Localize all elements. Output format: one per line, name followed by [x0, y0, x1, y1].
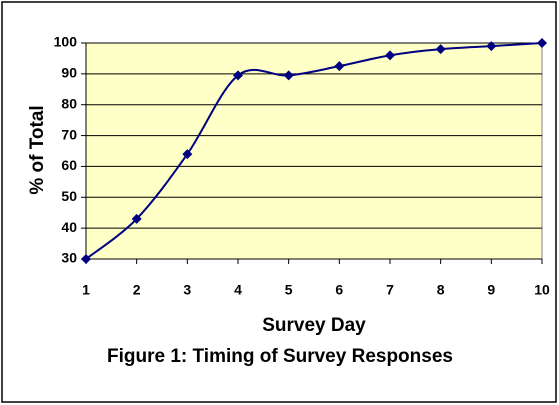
line-series	[85, 42, 543, 260]
y-tick-label: 40	[61, 219, 77, 235]
data-point	[131, 213, 142, 224]
y-tick-label: 100	[54, 34, 78, 50]
y-tick-label: 70	[61, 126, 77, 142]
x-tick-label: 6	[335, 282, 343, 298]
y-axis-label: % of Total	[27, 105, 48, 194]
x-tick-label: 8	[437, 282, 445, 298]
y-tick-label: 60	[61, 157, 77, 173]
data-point	[486, 41, 497, 52]
x-tick-label: 4	[234, 282, 242, 298]
y-tick-label: 30	[61, 250, 77, 266]
x-tick-label: 9	[487, 282, 495, 298]
y-tick-label: 50	[61, 188, 77, 204]
data-point	[334, 61, 345, 72]
x-tick-label: 3	[183, 282, 191, 298]
data-point	[385, 50, 395, 61]
data-point	[283, 70, 294, 81]
x-axis-label: Survey Day	[262, 315, 366, 336]
chart-title: Figure 1: Timing of Survey Responses	[107, 346, 453, 367]
x-tick-label: 10	[534, 282, 550, 298]
x-tick-label: 7	[386, 282, 394, 298]
y-tick-label: 90	[61, 65, 77, 81]
data-point	[537, 38, 547, 48]
data-point	[81, 254, 91, 264]
x-tick-label: 5	[285, 282, 293, 298]
y-tick-label: 80	[61, 95, 77, 111]
data-point	[233, 70, 243, 81]
data-point	[435, 44, 446, 55]
plot-area	[85, 42, 543, 260]
x-tick-label: 2	[133, 282, 141, 298]
x-tick-label: 1	[82, 282, 90, 298]
data-point	[182, 149, 193, 160]
